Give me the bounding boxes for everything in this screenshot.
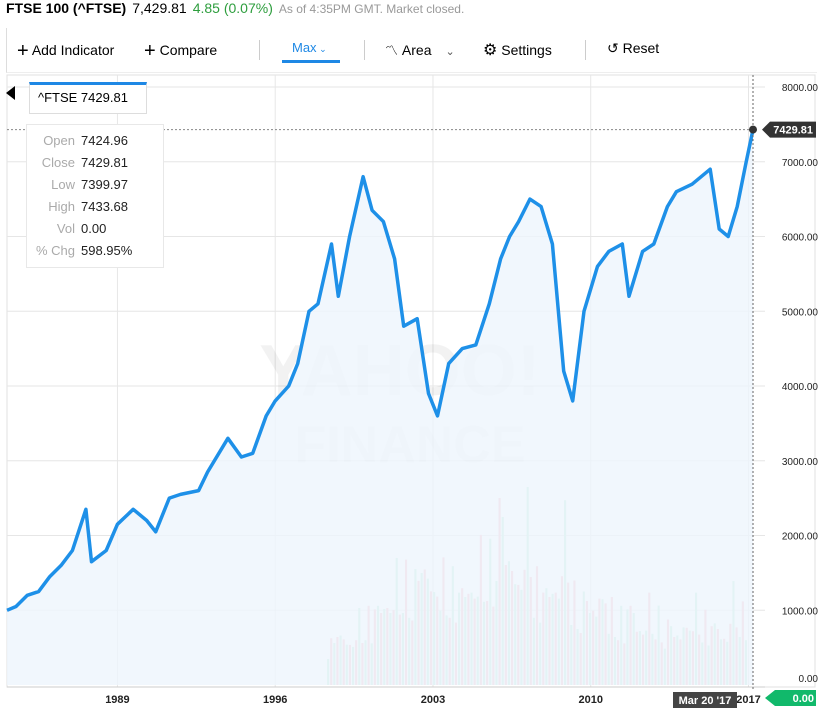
tooltip-value: 7433.68 bbox=[81, 199, 128, 214]
tooltip-key: Open bbox=[43, 133, 75, 148]
quote-price: 7,429.81 bbox=[132, 0, 187, 16]
area-chart-icon: 〽 bbox=[385, 43, 399, 58]
last-point bbox=[749, 125, 757, 134]
y-tick-label: 5000.00 bbox=[782, 307, 819, 318]
x-tick-label: 2010 bbox=[578, 694, 602, 706]
price-area bbox=[7, 129, 753, 686]
range-underline bbox=[282, 60, 340, 63]
volume-label: 0.00 bbox=[793, 693, 814, 705]
add-indicator-button[interactable]: + Add Indicator bbox=[17, 40, 115, 62]
plus-icon: + bbox=[144, 40, 156, 62]
tooltip-key: High bbox=[48, 199, 75, 214]
tooltip-key: Close bbox=[41, 155, 75, 170]
collapse-arrow-icon[interactable] bbox=[6, 86, 15, 100]
tooltip-key: Vol bbox=[56, 221, 75, 236]
chevron-down-icon: ⌄ bbox=[316, 44, 327, 54]
ohlc-tooltip: Open 7424.96 Close 7429.81 Low 7399.97 High 743… bbox=[26, 124, 164, 268]
x-tick-label: 2017 bbox=[736, 694, 760, 706]
reset-icon: ↺ bbox=[607, 40, 619, 56]
tooltip-value: 0.00 bbox=[81, 221, 107, 236]
tooltip-value: 7399.97 bbox=[81, 177, 128, 192]
y-tick-label: 6000.00 bbox=[782, 233, 819, 244]
chevron-down-icon: ⌄ bbox=[445, 46, 455, 58]
y-tick-label: 4000.00 bbox=[782, 382, 819, 393]
plus-icon: + bbox=[17, 40, 29, 62]
quote-name: FTSE 100 (^FTSE) bbox=[6, 0, 127, 16]
x-tick-label: 2003 bbox=[421, 694, 445, 706]
tooltip-key: % Chg bbox=[35, 243, 75, 258]
tooltip-key: Low bbox=[51, 177, 75, 192]
y-tick-label: 0.00 bbox=[799, 674, 819, 685]
crosshair-date: Mar 20 '17 bbox=[679, 695, 732, 707]
divider bbox=[585, 40, 586, 60]
symbol-label: ^FTSE 7429.81 bbox=[29, 82, 147, 114]
tooltip-value: 7429.81 bbox=[81, 155, 128, 170]
y-tick-label: 7000.00 bbox=[782, 158, 819, 169]
last-price-tag bbox=[762, 121, 816, 138]
divider bbox=[259, 40, 260, 60]
x-tick-label: 1989 bbox=[105, 694, 129, 706]
tooltip-row: Close 7429.81 bbox=[27, 155, 163, 177]
tooltip-row: Open 7424.96 bbox=[27, 133, 163, 155]
compare-button[interactable]: + Compare bbox=[144, 40, 218, 62]
price-line bbox=[6, 129, 755, 612]
tooltip-row: % Chg 598.95% bbox=[27, 243, 163, 265]
y-tick-label: 3000.00 bbox=[782, 457, 819, 468]
tooltip-row: High 7433.68 bbox=[27, 199, 163, 221]
quote-change: 4.85 (0.07%) bbox=[192, 0, 273, 16]
volume-tag bbox=[765, 690, 816, 706]
reset-button[interactable]: ↺ Reset bbox=[607, 40, 660, 56]
tooltip-value: 7424.96 bbox=[81, 133, 128, 148]
last-price-label: 7429.81 bbox=[773, 125, 813, 137]
chart-type-dropdown[interactable]: 〽 Area ⌄ bbox=[385, 42, 455, 58]
market-status: As of 4:35PM GMT. Market closed. bbox=[278, 2, 465, 16]
range-dropdown[interactable]: Max ⌄ bbox=[292, 40, 327, 55]
quote-header: FTSE 100 (^FTSE) 7,429.81 4.85 (0.07%) As o… bbox=[6, 0, 464, 16]
y-tick-label: 8000.00 bbox=[782, 83, 819, 94]
x-tick-label: 1996 bbox=[263, 694, 287, 706]
settings-button[interactable]: ⚙ Settings bbox=[483, 42, 552, 59]
crosshair-date-box bbox=[673, 692, 737, 708]
tooltip-row: Vol 0.00 bbox=[27, 221, 163, 243]
tooltip-row: Low 7399.97 bbox=[27, 177, 163, 199]
gear-icon: ⚙ bbox=[483, 42, 498, 59]
tooltip-value: 598.95% bbox=[81, 243, 133, 258]
divider bbox=[364, 40, 365, 60]
y-tick-label: 1000.00 bbox=[782, 606, 819, 617]
chart-toolbar: + Add Indicator + Compare Max ⌄ 〽 Area ⌄ … bbox=[6, 28, 817, 73]
y-tick-label: 2000.00 bbox=[782, 532, 819, 543]
